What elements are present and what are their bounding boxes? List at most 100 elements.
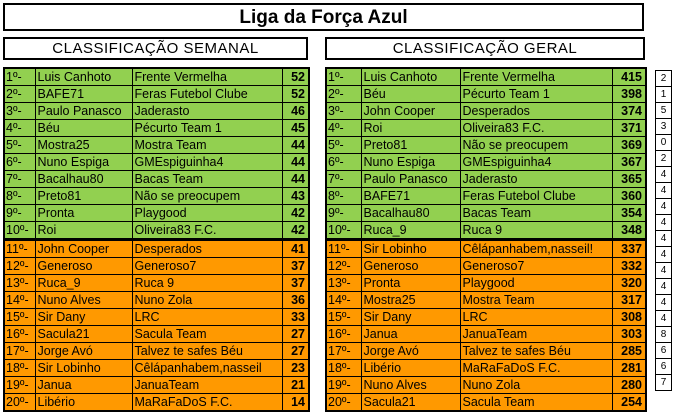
team-name: Pécurto Team 1 bbox=[459, 85, 613, 103]
team-name: Frente Vermelha bbox=[131, 67, 283, 86]
general-ranking-row: 15º- Sir Dany LRC 308 bbox=[325, 308, 647, 326]
player-name: Libério bbox=[34, 393, 133, 412]
weekly-ranking-table: 1º- Luis Canhoto Frente Vermelha 52 2º- BAFE7… bbox=[3, 67, 310, 412]
general-ranking-row: 10º- Ruca_9 Ruca 9 348 bbox=[325, 221, 647, 240]
player-name: Preto81 bbox=[360, 136, 461, 154]
rank-position: 9º- bbox=[325, 204, 362, 222]
general-ranking-row: 13º- Pronta Playgood 320 bbox=[325, 274, 647, 292]
general-ranking-row: 17º- Jorge Avó Talvez te safes Béu 285 bbox=[325, 342, 647, 360]
team-name: Feras Futebol Clube bbox=[459, 187, 613, 205]
general-ranking-row: 5º- Preto81 Não se preocupem 369 bbox=[325, 136, 647, 154]
position-change-cell: 4 bbox=[655, 166, 672, 183]
rank-position: 4º- bbox=[325, 119, 362, 137]
team-name: Feras Futebol Clube bbox=[131, 85, 283, 103]
points: 415 bbox=[611, 67, 647, 86]
team-name: JanuaTeam bbox=[131, 376, 283, 394]
points: 52 bbox=[281, 67, 310, 86]
rank-position: 17º- bbox=[3, 342, 36, 360]
points: 42 bbox=[281, 221, 310, 240]
team-name: Cêlápanhabem,nasseil! bbox=[459, 238, 613, 258]
player-name: Sir Lobinho bbox=[360, 238, 461, 258]
position-change-cell: 4 bbox=[655, 278, 672, 295]
rank-position: 7º- bbox=[3, 170, 36, 188]
rank-position: 14º- bbox=[3, 291, 36, 309]
points: 44 bbox=[281, 153, 310, 171]
rank-position: 11º- bbox=[3, 238, 36, 258]
position-change-cell: 4 bbox=[655, 230, 672, 247]
weekly-ranking-row: 4º- Béu Pécurto Team 1 45 bbox=[3, 119, 310, 137]
points: 348 bbox=[611, 221, 647, 240]
rank-position: 12º- bbox=[3, 257, 36, 275]
position-change-cell: 6 bbox=[655, 342, 672, 359]
rank-position: 2º- bbox=[3, 85, 36, 103]
weekly-ranking-row: 12º- Generoso Generoso7 37 bbox=[3, 257, 310, 275]
team-name: Bacas Team bbox=[131, 170, 283, 188]
rank-position: 8º- bbox=[325, 187, 362, 205]
team-name: Jaderasto bbox=[131, 102, 283, 120]
general-ranking-row: 16º- Janua JanuaTeam 303 bbox=[325, 325, 647, 343]
player-name: Ruca_9 bbox=[34, 274, 133, 292]
team-name: Ruca 9 bbox=[459, 221, 613, 240]
points: 308 bbox=[611, 308, 647, 326]
position-change-cell: 4 bbox=[655, 294, 672, 311]
points: 398 bbox=[611, 85, 647, 103]
rank-position: 18º- bbox=[325, 359, 362, 377]
general-ranking-row: 3º- John Cooper Desperados 374 bbox=[325, 102, 647, 120]
points: 367 bbox=[611, 153, 647, 171]
rank-position: 2º- bbox=[325, 85, 362, 103]
rank-position: 3º- bbox=[325, 102, 362, 120]
player-name: Luis Canhoto bbox=[360, 67, 461, 86]
points: 303 bbox=[611, 325, 647, 343]
points: 46 bbox=[281, 102, 310, 120]
weekly-ranking-header: CLASSIFICAÇÃO SEMANAL bbox=[3, 37, 308, 60]
points: 37 bbox=[281, 274, 310, 292]
player-name: Preto81 bbox=[34, 187, 133, 205]
weekly-ranking-row: 14º- Nuno Alves Nuno Zola 36 bbox=[3, 291, 310, 309]
player-name: Bacalhau80 bbox=[360, 204, 461, 222]
position-change-cell: 6 bbox=[655, 358, 672, 375]
points: 317 bbox=[611, 291, 647, 309]
points: 44 bbox=[281, 170, 310, 188]
position-change-cell: 4 bbox=[655, 310, 672, 327]
team-name: Generoso7 bbox=[459, 257, 613, 275]
weekly-ranking-row: 5º- Mostra25 Mostra Team 44 bbox=[3, 136, 310, 154]
rank-position: 10º- bbox=[325, 221, 362, 240]
points: 21 bbox=[281, 376, 310, 394]
team-name: MaRaFaDoS F.C. bbox=[131, 393, 283, 412]
weekly-ranking-row: 19º- Janua JanuaTeam 21 bbox=[3, 376, 310, 394]
team-name: Mostra Team bbox=[131, 136, 283, 154]
team-name: Nuno Zola bbox=[459, 376, 613, 394]
team-name: GMEspiguinha4 bbox=[131, 153, 283, 171]
player-name: Sir Dany bbox=[360, 308, 461, 326]
points: 360 bbox=[611, 187, 647, 205]
team-name: Mostra Team bbox=[459, 291, 613, 309]
points: 42 bbox=[281, 204, 310, 222]
rank-position: 13º- bbox=[3, 274, 36, 292]
rank-position: 4º- bbox=[3, 119, 36, 137]
points: 371 bbox=[611, 119, 647, 137]
team-name: Não se preocupem bbox=[459, 136, 613, 154]
general-ranking-row: 4º- Roi Oliveira83 F.C. 371 bbox=[325, 119, 647, 137]
points: 365 bbox=[611, 170, 647, 188]
player-name: Pronta bbox=[34, 204, 133, 222]
weekly-ranking-row: 10º- Roi Oliveira83 F.C. 42 bbox=[3, 221, 310, 240]
rank-position: 20º- bbox=[3, 393, 36, 412]
points: 332 bbox=[611, 257, 647, 275]
weekly-ranking-row: 1º- Luis Canhoto Frente Vermelha 52 bbox=[3, 67, 310, 86]
position-change-cell: 5 bbox=[655, 102, 672, 119]
rank-position: 5º- bbox=[3, 136, 36, 154]
rank-position: 13º- bbox=[325, 274, 362, 292]
team-name: JanuaTeam bbox=[459, 325, 613, 343]
position-change-cell: 7 bbox=[655, 374, 672, 391]
page-title: Liga da Força Azul bbox=[3, 3, 644, 31]
rank-position: 18º- bbox=[3, 359, 36, 377]
player-name: Sacula21 bbox=[360, 393, 461, 412]
player-name: Jorge Avó bbox=[360, 342, 461, 360]
team-name: LRC bbox=[131, 308, 283, 326]
player-name: John Cooper bbox=[34, 238, 133, 258]
player-name: Libério bbox=[360, 359, 461, 377]
points: 44 bbox=[281, 136, 310, 154]
points: 23 bbox=[281, 359, 310, 377]
player-name: Paulo Panasco bbox=[34, 102, 133, 120]
team-name: Bacas Team bbox=[459, 204, 613, 222]
